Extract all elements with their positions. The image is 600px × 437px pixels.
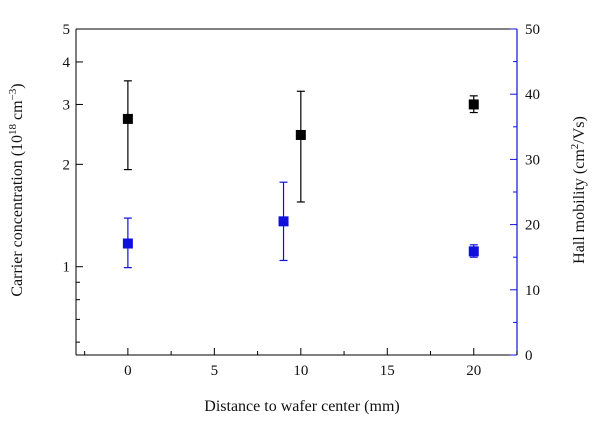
data-marks: [122, 80, 479, 269]
y-right-title-close: /Vs): [571, 116, 588, 144]
data-point: [295, 129, 306, 140]
y-right-tick-label: 10: [525, 283, 540, 299]
y-left-axis-title: Carrier concentration (1018 cm−3): [7, 83, 26, 296]
y-left-tick-label: 5: [63, 22, 71, 38]
x-axis-title: Distance to wafer center (mm): [204, 398, 399, 415]
y-right-tick-label: 50: [525, 22, 540, 38]
y-right-tick-label: 30: [525, 152, 540, 168]
y-right-title-exp: 2: [569, 144, 581, 150]
y-right-tick-label: 40: [525, 87, 540, 103]
x-axis: 0 5 10 15 20: [84, 348, 518, 379]
data-point: [278, 216, 289, 227]
y-right-axis-title: Hall mobility (cm2/Vs): [569, 116, 588, 264]
x-tick-label: 5: [211, 363, 219, 379]
data-point: [122, 238, 133, 249]
y-left-title-exp: 18: [7, 123, 19, 135]
x-tick-label: 20: [466, 363, 481, 379]
y-left-tick-label: 3: [63, 97, 71, 113]
y-left-title-unit-exp: −3: [7, 88, 19, 100]
y-right-tick-label: 0: [525, 348, 533, 364]
y-left-tick-label: 1: [63, 260, 71, 276]
x-tick-label: 0: [124, 363, 132, 379]
y-left-tick-label: 4: [63, 55, 71, 71]
data-point: [468, 246, 479, 257]
y-left-title-unit: cm: [9, 100, 26, 124]
x-tick-label: 15: [380, 363, 395, 379]
y-left-title-main: Carrier concentration (10: [9, 135, 26, 297]
x-tick-label: 10: [293, 363, 308, 379]
y-right-tick-label: 20: [525, 218, 540, 234]
right-axis: 0 10 20 30 40 50: [510, 22, 540, 364]
data-point: [122, 113, 133, 124]
left-axis: 1 2 3 4 5: [63, 22, 83, 343]
plot-frame: [75, 28, 518, 356]
data-point: [468, 99, 479, 110]
y-left-tick-label: 2: [63, 157, 71, 173]
y-left-title-close: ): [9, 83, 26, 88]
y-right-title-main: Hall mobility (cm: [571, 149, 588, 264]
